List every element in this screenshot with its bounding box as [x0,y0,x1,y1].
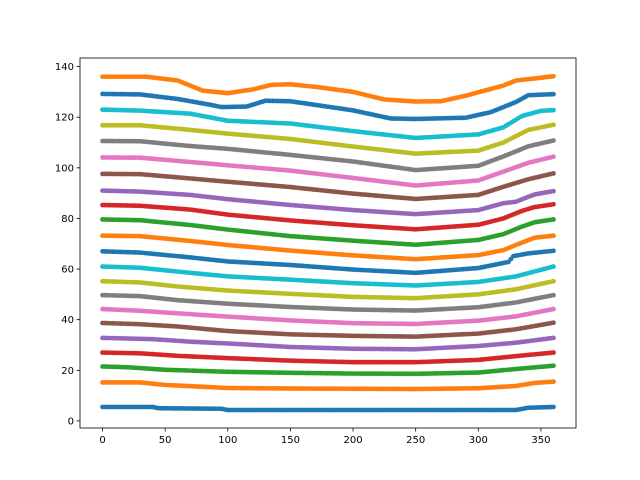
data-point [551,363,556,369]
data-point [551,188,556,194]
series-5 [100,320,556,340]
data-point [551,404,556,410]
data-point [551,154,556,160]
series-9 [100,264,556,288]
data-point [551,138,556,143]
y-tick-label: 20 [61,366,74,377]
data-point [551,379,556,385]
data-point [551,201,556,207]
y-tick-label: 120 [55,113,74,124]
x-tick-label: 250 [406,435,425,446]
data-point [551,306,556,312]
data-point [551,233,556,239]
y-tick-label: 140 [55,62,74,73]
x-tick-label: 200 [344,435,363,446]
series-2 [100,363,556,377]
series-12 [100,217,556,248]
y-tick-label: 40 [61,315,74,326]
data-point [551,335,556,341]
y-tick-label: 100 [55,163,74,174]
data-point [551,350,556,355]
series-layer [100,73,556,413]
data-point [551,278,556,284]
y-tick-label: 0 [68,416,74,427]
data-point [551,292,556,298]
x-tick-label: 50 [159,435,172,446]
data-point [551,107,556,113]
x-tick-label: 350 [531,435,550,446]
series-8 [100,278,556,301]
series-3 [100,350,556,365]
data-point [551,73,556,79]
data-point [551,217,556,222]
series-6 [100,306,556,327]
series-10 [100,248,556,276]
data-point [551,264,556,269]
x-tick-label: 0 [99,435,105,446]
series-0 [100,404,556,413]
data-point [551,122,556,128]
data-point [551,171,556,176]
data-point [551,91,556,97]
y-tick-label: 60 [61,265,74,276]
series-7 [100,292,556,313]
x-tick-label: 100 [218,435,237,446]
data-point [551,248,556,254]
x-tick-label: 300 [469,435,488,446]
x-tick-label: 150 [281,435,300,446]
series-1 [100,379,556,392]
series-11 [100,233,556,262]
series-4 [100,335,556,352]
data-point [551,320,556,326]
y-tick-label: 80 [61,214,74,225]
